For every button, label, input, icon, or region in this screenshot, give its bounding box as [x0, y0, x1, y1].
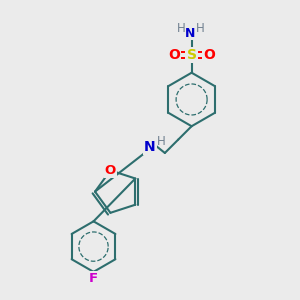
Text: N: N	[185, 27, 195, 40]
Text: F: F	[89, 272, 98, 285]
Text: O: O	[168, 48, 180, 62]
Text: H: H	[157, 135, 166, 148]
Text: N: N	[144, 140, 156, 154]
Text: H: H	[177, 22, 186, 35]
Text: O: O	[105, 164, 116, 177]
Text: H: H	[196, 22, 204, 35]
Text: O: O	[203, 48, 215, 62]
Text: S: S	[187, 48, 196, 62]
